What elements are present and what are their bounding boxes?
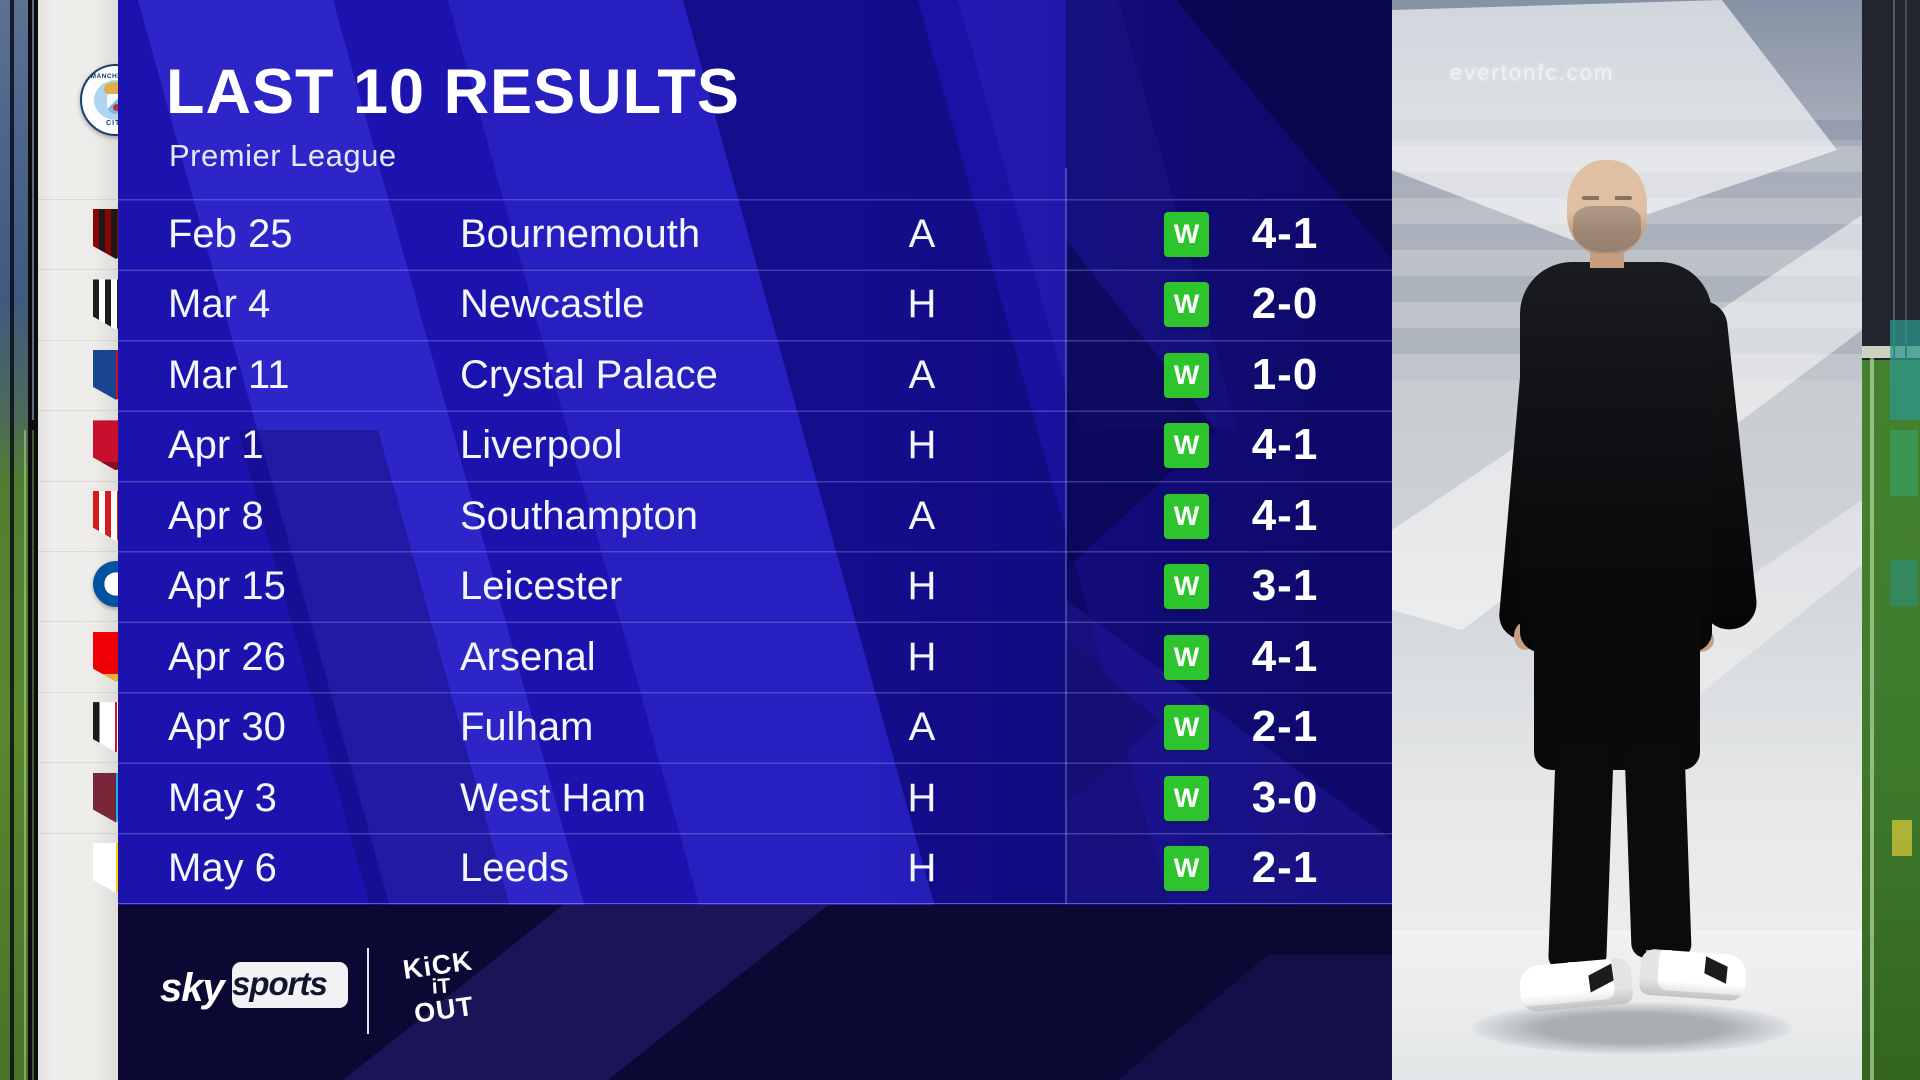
home-away-indicator: A bbox=[908, 705, 936, 750]
opponent-name: West Ham bbox=[460, 775, 646, 820]
win-badge: W bbox=[1164, 423, 1209, 469]
match-date: Feb 25 bbox=[168, 212, 293, 256]
scoreboard-glimpse bbox=[1890, 430, 1918, 496]
match-score: 3-1 bbox=[1251, 561, 1319, 611]
match-score: 2-1 bbox=[1251, 842, 1319, 892]
home-away-indicator: H bbox=[907, 775, 937, 820]
kio-line2: iT bbox=[430, 974, 451, 999]
results-panel bbox=[118, 0, 1392, 1080]
result-row: Apr 8 Southampton A W 4-1 bbox=[0, 481, 1920, 551]
home-away-indicator: H bbox=[907, 634, 937, 679]
match-score: 1-0 bbox=[1251, 349, 1319, 399]
video-edge-bar bbox=[10, 0, 14, 1080]
win-badge: W bbox=[1164, 775, 1209, 821]
match-score: 2-0 bbox=[1251, 279, 1319, 329]
win-badge: W bbox=[1164, 634, 1209, 680]
opponent-name: Bournemouth bbox=[460, 212, 701, 256]
match-date: Apr 26 bbox=[168, 634, 286, 679]
scoreboard-glimpse bbox=[1890, 560, 1918, 606]
sky-logo-word: sky bbox=[160, 966, 225, 1010]
win-badge: W bbox=[1164, 845, 1209, 891]
frame-glint-top bbox=[32, 0, 34, 420]
home-away-indicator: A bbox=[908, 212, 936, 256]
result-row: Feb 25 Bournemouth A W 4-1 bbox=[0, 199, 1920, 269]
sports-logo-box: sports bbox=[232, 962, 348, 1008]
kio-line3: OUT bbox=[412, 990, 476, 1029]
match-date: Apr 15 bbox=[168, 564, 286, 609]
scoreboard-glimpse bbox=[1890, 320, 1920, 420]
match-date: Apr 8 bbox=[168, 493, 264, 538]
match-score: 4-1 bbox=[1251, 631, 1319, 681]
page-subtitle: Premier League bbox=[169, 138, 397, 173]
white-sneaker-left bbox=[1518, 957, 1634, 1013]
match-score: 2-1 bbox=[1251, 702, 1319, 752]
result-row: Apr 30 Fulham A W 2-1 bbox=[0, 692, 1920, 762]
logo-divider-line bbox=[367, 948, 369, 1034]
win-badge: W bbox=[1164, 212, 1209, 257]
score-column-backdrop bbox=[1066, 0, 1392, 905]
left-frame-bar bbox=[28, 0, 38, 1080]
opponent-name: Newcastle bbox=[460, 282, 645, 327]
opponent-name: Fulham bbox=[460, 705, 594, 750]
pep-head bbox=[1567, 160, 1647, 254]
opponent-name: Leicester bbox=[460, 564, 623, 609]
score-column-divider bbox=[1065, 168, 1067, 904]
right-video-sliver bbox=[1862, 0, 1920, 1080]
win-badge: W bbox=[1164, 352, 1209, 398]
result-row: May 6 Leeds H W 2-1 bbox=[0, 833, 1920, 903]
match-date: Mar 11 bbox=[168, 352, 290, 397]
home-away-indicator: H bbox=[907, 564, 937, 609]
match-score: 4-1 bbox=[1251, 490, 1319, 540]
opponent-name: Southampton bbox=[460, 493, 698, 538]
result-row: Mar 4 Newcastle H W 2-0 bbox=[0, 269, 1920, 339]
home-away-indicator: H bbox=[907, 282, 937, 327]
city-badge-ring-top: MANCHESTER bbox=[90, 73, 142, 80]
result-row: Apr 15 Leicester H W 3-1 bbox=[0, 551, 1920, 621]
match-date: May 6 bbox=[168, 845, 277, 890]
opponent-name: Crystal Palace bbox=[460, 352, 718, 397]
opponent-name: Arsenal bbox=[460, 634, 596, 679]
win-badge: W bbox=[1164, 282, 1209, 328]
studio-floor bbox=[1392, 930, 1862, 1080]
home-away-indicator: H bbox=[907, 845, 937, 890]
opponent-name: Leeds bbox=[460, 845, 569, 890]
match-score: 3-0 bbox=[1251, 772, 1319, 822]
match-score: 4-1 bbox=[1251, 420, 1319, 470]
pitch-line bbox=[24, 430, 26, 1080]
win-badge: W bbox=[1164, 493, 1209, 539]
match-date: May 3 bbox=[168, 775, 277, 820]
result-row: Apr 26 Arsenal H W 4-1 bbox=[0, 622, 1920, 692]
match-score: 4-1 bbox=[1251, 209, 1319, 258]
stand-glimpse bbox=[1892, 820, 1912, 856]
win-badge: W bbox=[1164, 564, 1209, 610]
match-date: Mar 4 bbox=[168, 282, 271, 327]
city-badge-rose bbox=[113, 104, 120, 111]
city-badge-ring-bottom: CITY bbox=[106, 120, 126, 127]
match-date: Apr 30 bbox=[168, 705, 286, 750]
manager-photo-panel: evertonfc.com bbox=[1392, 0, 1862, 1080]
home-away-indicator: H bbox=[907, 423, 937, 468]
black-jacket bbox=[1520, 262, 1712, 652]
home-away-indicator: A bbox=[908, 352, 936, 397]
pep-guardiola-photo bbox=[1392, 0, 1862, 1080]
result-row: Apr 1 Liverpool H W 4-1 bbox=[0, 410, 1920, 480]
result-row: May 3 West Ham H W 3-0 bbox=[0, 763, 1920, 833]
frame-glint-bottom bbox=[32, 430, 34, 1080]
home-away-indicator: A bbox=[908, 493, 936, 538]
white-sneaker-right bbox=[1638, 948, 1748, 1002]
win-badge: W bbox=[1164, 705, 1209, 751]
sports-logo-word: sports bbox=[232, 965, 328, 1002]
result-row: Mar 11 Crystal Palace A W 1-0 bbox=[0, 340, 1920, 410]
match-date: Apr 1 bbox=[168, 423, 264, 468]
bg-shade bbox=[118, 0, 1392, 1080]
pitch-highlight-line bbox=[1870, 358, 1874, 1080]
page-title: LAST 10 RESULTS bbox=[166, 57, 740, 127]
opponent-name: Liverpool bbox=[460, 423, 623, 468]
figure-shadow bbox=[1472, 1002, 1792, 1054]
